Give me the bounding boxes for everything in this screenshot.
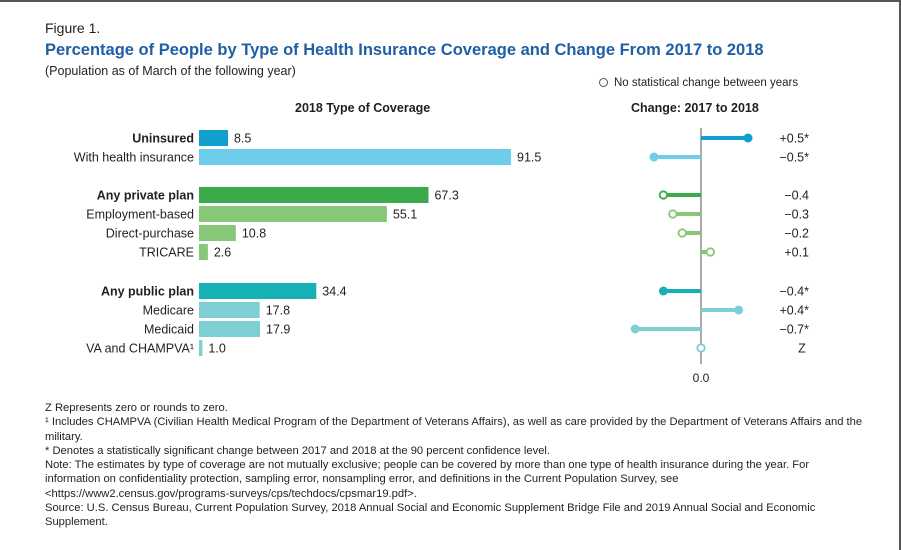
category-label: With health insurance — [74, 151, 194, 165]
change-value-label: Z — [798, 342, 806, 356]
change-value-label: −0.5* — [779, 151, 809, 165]
category-label: Medicaid — [144, 323, 194, 337]
change-value-label: +0.4* — [779, 304, 809, 318]
change-dot — [649, 152, 659, 162]
left-header: 2018 Type of Coverage — [295, 101, 431, 115]
bar-value-label: 10.8 — [242, 227, 266, 241]
change-value-label: −0.4* — [779, 285, 809, 299]
bar-value-label: 1.0 — [208, 342, 225, 356]
bar-value-label: 55.1 — [393, 208, 417, 222]
bar — [199, 340, 203, 356]
bar — [199, 225, 236, 241]
bar — [199, 149, 512, 165]
category-label: VA and CHAMPVA¹ — [86, 342, 194, 356]
change-value-label: −0.7* — [779, 323, 809, 337]
category-label: Any private plan — [97, 189, 194, 203]
bar-value-label: 17.9 — [266, 323, 290, 337]
chart-svg: 0.0 Uninsured 8.5 +0.5* With health insuranc… — [74, 128, 809, 385]
bar — [199, 302, 260, 318]
bar — [199, 283, 317, 299]
bar-value-label: 17.8 — [266, 304, 290, 318]
category-label: Direct-purchase — [106, 227, 194, 241]
open-circle-icon — [599, 78, 608, 87]
change-value-label: +0.1 — [784, 246, 809, 260]
change-value-label: −0.2 — [784, 227, 809, 241]
footnotes: Z Represents zero or rounds to zero. ¹ I… — [45, 401, 865, 530]
bar — [199, 187, 429, 203]
axis-tick-label: 0.0 — [693, 371, 710, 385]
chart-title: Percentage of People by Type of Health I… — [45, 41, 764, 59]
change-open-dot — [668, 209, 678, 219]
change-dot — [734, 305, 744, 315]
bar — [199, 130, 228, 146]
category-label: Medicare — [143, 304, 194, 318]
category-label: TRICARE — [139, 246, 194, 260]
figure-label: Figure 1. — [45, 20, 101, 36]
category-label: Uninsured — [132, 132, 194, 146]
change-open-dot — [696, 343, 706, 353]
legend-label: No statistical change between years — [614, 77, 799, 89]
category-label: Employment-based — [86, 208, 194, 222]
change-open-dot — [677, 228, 687, 238]
change-value-label: +0.5* — [779, 132, 809, 146]
change-dot — [743, 133, 753, 143]
note: * Denotes a statistically significant ch… — [45, 444, 551, 457]
bar-value-label: 34.4 — [322, 285, 346, 299]
change-dot — [630, 324, 640, 334]
chart-subtitle: (Population as of March of the following… — [45, 64, 296, 78]
bar-value-label: 2.6 — [214, 246, 231, 260]
bar — [199, 321, 261, 337]
change-dot — [658, 286, 668, 296]
note: ¹ Includes CHAMPVA (Civilian Health Medi… — [45, 416, 863, 443]
bar-value-label: 91.5 — [517, 151, 541, 165]
change-open-dot — [705, 247, 716, 257]
change-value-label: −0.4 — [784, 189, 809, 203]
note: Z Represents zero or rounds to zero. — [45, 402, 228, 414]
legend: No statistical change between years — [599, 77, 798, 89]
change-value-label: −0.3 — [784, 208, 809, 222]
note: Source: U.S. Census Bureau, Current Popu… — [45, 502, 816, 529]
bar — [199, 206, 387, 222]
bar — [199, 244, 208, 260]
category-label: Any public plan — [101, 285, 194, 299]
change-open-dot — [658, 190, 669, 200]
right-header: Change: 2017 to 2018 — [631, 101, 759, 115]
note: Note: The estimates by type of coverage … — [45, 459, 810, 500]
bar-value-label: 8.5 — [234, 132, 251, 146]
bar-value-label: 67.3 — [434, 189, 458, 203]
